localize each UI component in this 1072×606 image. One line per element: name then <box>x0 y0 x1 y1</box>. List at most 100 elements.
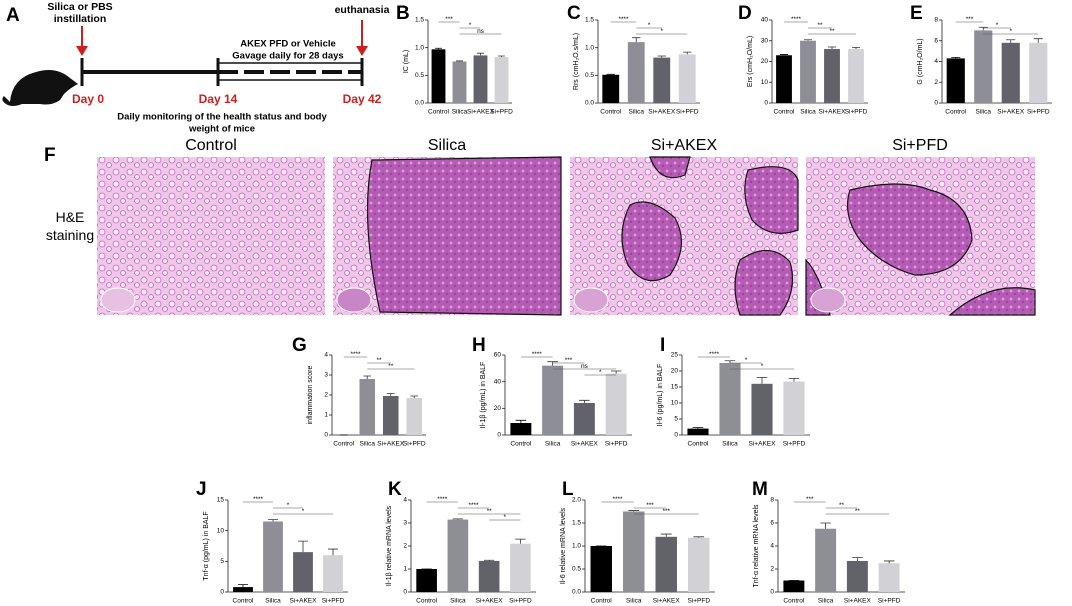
error-bar <box>547 361 558 366</box>
significance-label: * <box>648 22 651 29</box>
y-tick-label: 0 <box>324 432 328 439</box>
x-tick-label: Control <box>333 441 355 448</box>
significance-label: *** <box>806 496 814 503</box>
panel-letter: A <box>6 5 20 26</box>
y-tick-label: 5 <box>220 558 224 565</box>
y-tick-label: 2.0 <box>572 497 581 504</box>
y-axis-label: Rrs (cmH₂O.s/mL) <box>573 33 580 90</box>
x-tick-label: Si+PFD <box>490 109 513 116</box>
x-tick-label: Silica <box>628 109 644 116</box>
endpoint-label: euthanasia <box>335 4 390 16</box>
significance-label: ** <box>388 363 394 370</box>
bar <box>406 398 423 435</box>
y-tick-label: 1.5 <box>585 17 594 24</box>
bar <box>653 57 671 103</box>
bar <box>1001 42 1020 103</box>
error-bar <box>951 56 961 59</box>
bar <box>719 363 741 435</box>
y-tick-label: 2 <box>403 543 407 550</box>
x-tick-label: Silica <box>450 598 466 605</box>
bar <box>783 580 805 592</box>
x-tick-label: Control <box>783 598 805 605</box>
y-axis-label: IC (mL) <box>403 50 410 73</box>
y-tick-label: 2 <box>770 566 774 573</box>
bar <box>776 55 792 103</box>
y-axis-label: inflammation score <box>307 366 314 425</box>
x-tick-label: Silica <box>452 109 468 116</box>
timeline <box>80 58 364 86</box>
x-tick-label: Silica <box>359 441 375 448</box>
bar <box>233 587 253 592</box>
y-tick-label: 4 <box>770 543 774 550</box>
y-tick-label: 20 <box>671 368 679 375</box>
significance-label: *** <box>565 357 573 364</box>
x-tick-label: Control <box>233 598 255 605</box>
error-bar <box>852 557 863 561</box>
panel-letter: I <box>660 335 665 356</box>
group-label: Control <box>185 137 237 154</box>
x-tick-label: Si+PFD <box>1027 109 1050 116</box>
y-tick-label: 25 <box>671 352 679 359</box>
instillation-label: Silica or PBS <box>47 1 112 13</box>
y-axis-label: Il-6 relative mRNA levels <box>560 507 567 584</box>
significance-label: * <box>302 508 305 515</box>
significance-label: ** <box>855 508 861 515</box>
bar <box>846 560 868 592</box>
bar <box>878 563 900 592</box>
panel-letter: M <box>752 479 768 500</box>
x-tick-label: Si+PFD <box>403 441 426 448</box>
significance-label: ns <box>581 363 589 370</box>
y-axis-label: Tnf-α relative mRNA levels <box>753 504 760 588</box>
bar <box>848 49 864 103</box>
significance-label: * <box>660 28 663 35</box>
y-tick-label: 3 <box>324 372 328 379</box>
bar <box>688 537 710 592</box>
y-tick-label: 1.5 <box>415 17 424 24</box>
error-bar <box>498 55 505 58</box>
bar <box>627 42 645 103</box>
bar <box>605 373 627 435</box>
x-tick-label: Silica <box>545 441 561 448</box>
x-tick-label: Control <box>591 598 613 605</box>
bar <box>382 396 399 435</box>
significance-label: **** <box>468 502 479 509</box>
bar <box>824 49 840 103</box>
group-label: Si+AKEX <box>651 137 718 154</box>
y-tick-label: 0 <box>934 100 938 107</box>
panel-letter: B <box>396 3 410 24</box>
y-tick-label: 10 <box>761 79 769 86</box>
day-label: Day 14 <box>199 92 238 106</box>
y-tick-label: 30 <box>761 37 769 44</box>
monitoring-label: weight of mice <box>188 124 255 135</box>
treatment-label: AKEX PFD or Vehicle <box>240 39 336 50</box>
arrows <box>76 20 368 56</box>
bar <box>974 30 993 103</box>
significance-label: * <box>761 363 764 370</box>
bar <box>494 57 509 103</box>
panel-letter: L <box>562 479 574 500</box>
error-bar <box>724 360 736 363</box>
panel-letter: J <box>196 479 207 500</box>
y-tick-label: 0.0 <box>585 100 594 107</box>
panel-letter: E <box>910 3 923 24</box>
bar <box>323 555 343 592</box>
error-bar <box>692 427 704 429</box>
x-tick-label: Si+PFD <box>605 441 628 448</box>
x-tick-label: Control <box>416 598 438 605</box>
y-tick-label: 0.0 <box>415 100 424 107</box>
bar <box>447 519 469 592</box>
error-bar <box>238 584 248 588</box>
y-tick-label: 1 <box>403 566 407 573</box>
error-bar <box>632 37 641 43</box>
error-bar <box>606 73 615 75</box>
significance-label: * <box>469 22 472 29</box>
monitoring-label: Daily monitoring of the health status an… <box>117 112 327 123</box>
significance-label: * <box>1009 28 1012 35</box>
x-tick-label: Si+PFD <box>878 598 901 605</box>
x-tick-label: Silica <box>265 598 281 605</box>
bar <box>815 528 837 592</box>
y-tick-label: 0 <box>403 589 407 596</box>
significance-label: * <box>745 357 748 364</box>
x-tick-label: Si+AKEX <box>467 109 495 116</box>
y-axis-label: Il-1β (pg/mL) in BALF <box>480 362 487 429</box>
